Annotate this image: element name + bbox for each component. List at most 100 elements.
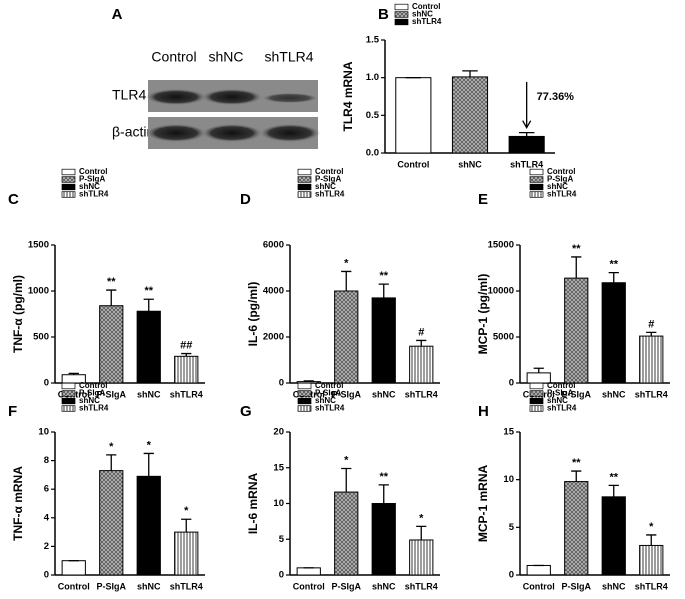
- legend-swatch: [529, 191, 544, 198]
- legend-label: shNC: [412, 10, 433, 19]
- panel-letter: C: [8, 191, 19, 208]
- bar: [508, 135, 545, 154]
- bar: [601, 496, 626, 576]
- error-bar: [106, 289, 117, 306]
- blot-band: [202, 124, 262, 142]
- y-tick-label: 10: [38, 427, 49, 438]
- chart-panel: DIL-6 (pg/ml)ControlP-SIgAshNCshTLR40200…: [240, 167, 440, 399]
- y-tick-label: 20: [273, 427, 284, 438]
- x-tick-label: shTLR4: [635, 581, 668, 591]
- significance: **: [379, 270, 388, 282]
- error-bar: [608, 484, 619, 497]
- blot-band: [146, 124, 206, 142]
- x-tick-label: P-SIgA: [96, 581, 126, 591]
- bar: [136, 475, 161, 576]
- bar: [564, 277, 589, 384]
- y-axis-title: TNF-α (pg/ml): [11, 275, 25, 353]
- legend-swatch: [297, 168, 312, 176]
- bar: [296, 567, 321, 576]
- x-tick-label: P-SIgA: [96, 389, 126, 399]
- legend-swatch: [61, 405, 76, 412]
- bar: [174, 355, 199, 384]
- bar: [99, 470, 124, 576]
- legend-label: shNC: [79, 182, 100, 191]
- error-bar: [106, 454, 117, 471]
- legend-swatch: [529, 176, 544, 183]
- bar: [174, 531, 199, 576]
- y-tick-label: 5: [279, 534, 285, 545]
- y-tick-label: 15: [503, 427, 514, 438]
- legend-swatch: [394, 18, 409, 26]
- y-tick-label: 2000: [263, 332, 284, 343]
- x-tick-label: P-SIgA: [331, 581, 361, 591]
- arrow: [522, 82, 532, 129]
- y-tick-label: 0.0: [366, 148, 379, 159]
- error-bar: [143, 298, 154, 312]
- lane-label: shNC: [208, 49, 243, 65]
- significance: **: [572, 457, 581, 469]
- blot-band: [260, 124, 320, 142]
- legend-label: shTLR4: [412, 17, 442, 26]
- significance: **: [107, 276, 116, 288]
- legend-swatch: [529, 390, 544, 397]
- y-axis-title: MCP-1 (pg/ml): [476, 274, 490, 355]
- y-axis-title: IL-6 mRNA: [246, 473, 260, 535]
- legend-swatch: [61, 382, 76, 390]
- legend-swatch: [61, 191, 76, 198]
- significance: *: [344, 454, 349, 466]
- x-tick-label: P-SIgA: [331, 389, 361, 399]
- legend-swatch: [394, 11, 409, 18]
- legend-label: shTLR4: [547, 190, 577, 199]
- error-bar: [646, 534, 657, 546]
- y-tick-label: 2: [44, 541, 49, 552]
- x-tick-label: P-SIgA: [561, 581, 591, 591]
- error-bar: [143, 452, 154, 477]
- y-tick-label: 0: [279, 378, 284, 389]
- x-tick-label: Control: [397, 159, 429, 169]
- legend-label: Control: [315, 167, 343, 176]
- legend-swatch: [297, 405, 312, 412]
- x-tick-label: shNC: [372, 389, 396, 399]
- y-tick-label: 0: [509, 570, 514, 581]
- y-tick-label: 500: [33, 332, 49, 343]
- note: 77.36%: [537, 91, 575, 103]
- y-tick-label: 0.5: [366, 110, 380, 121]
- bar: [526, 564, 551, 576]
- error-bar: [303, 380, 314, 382]
- legend-swatch: [61, 176, 76, 183]
- legend-swatch: [61, 183, 76, 191]
- legend-label: P-SIgA: [547, 175, 573, 184]
- error-bar: [181, 518, 192, 533]
- y-tick-label: 5: [509, 522, 515, 533]
- error-bar: [462, 70, 478, 77]
- significance: *: [649, 521, 654, 533]
- error-bar: [68, 372, 79, 375]
- error-bar: [571, 256, 582, 279]
- bar: [639, 335, 664, 384]
- y-tick-label: 0: [509, 378, 514, 389]
- significance: *: [344, 257, 349, 269]
- x-tick-label: shTLR4: [405, 389, 438, 399]
- significance: #: [648, 318, 654, 330]
- legend-label: P-SIgA: [79, 175, 105, 184]
- error-bar: [533, 367, 544, 373]
- chart-panel: GIL-6 mRNAControlP-SIgAshNCshTLR40510152…: [240, 381, 440, 591]
- legend-label: shTLR4: [79, 404, 109, 413]
- bar: [409, 345, 434, 384]
- legend-label: shNC: [547, 396, 568, 405]
- legend-label: shNC: [315, 396, 336, 405]
- blot-panel: A Control shNC shTLR4 TLR4 β-actin: [112, 6, 320, 149]
- error-bar: [341, 467, 352, 493]
- x-tick-label: P-SIgA: [561, 389, 591, 399]
- x-tick-label: shTLR4: [170, 389, 203, 399]
- legend-swatch: [297, 390, 312, 397]
- y-axis-title: TNF-α mRNA: [11, 466, 25, 541]
- legend-swatch: [61, 397, 76, 405]
- legend-label: P-SIgA: [79, 389, 105, 398]
- error-bar: [571, 470, 582, 482]
- y-tick-label: 1.5: [366, 35, 380, 46]
- significance: #: [418, 326, 424, 338]
